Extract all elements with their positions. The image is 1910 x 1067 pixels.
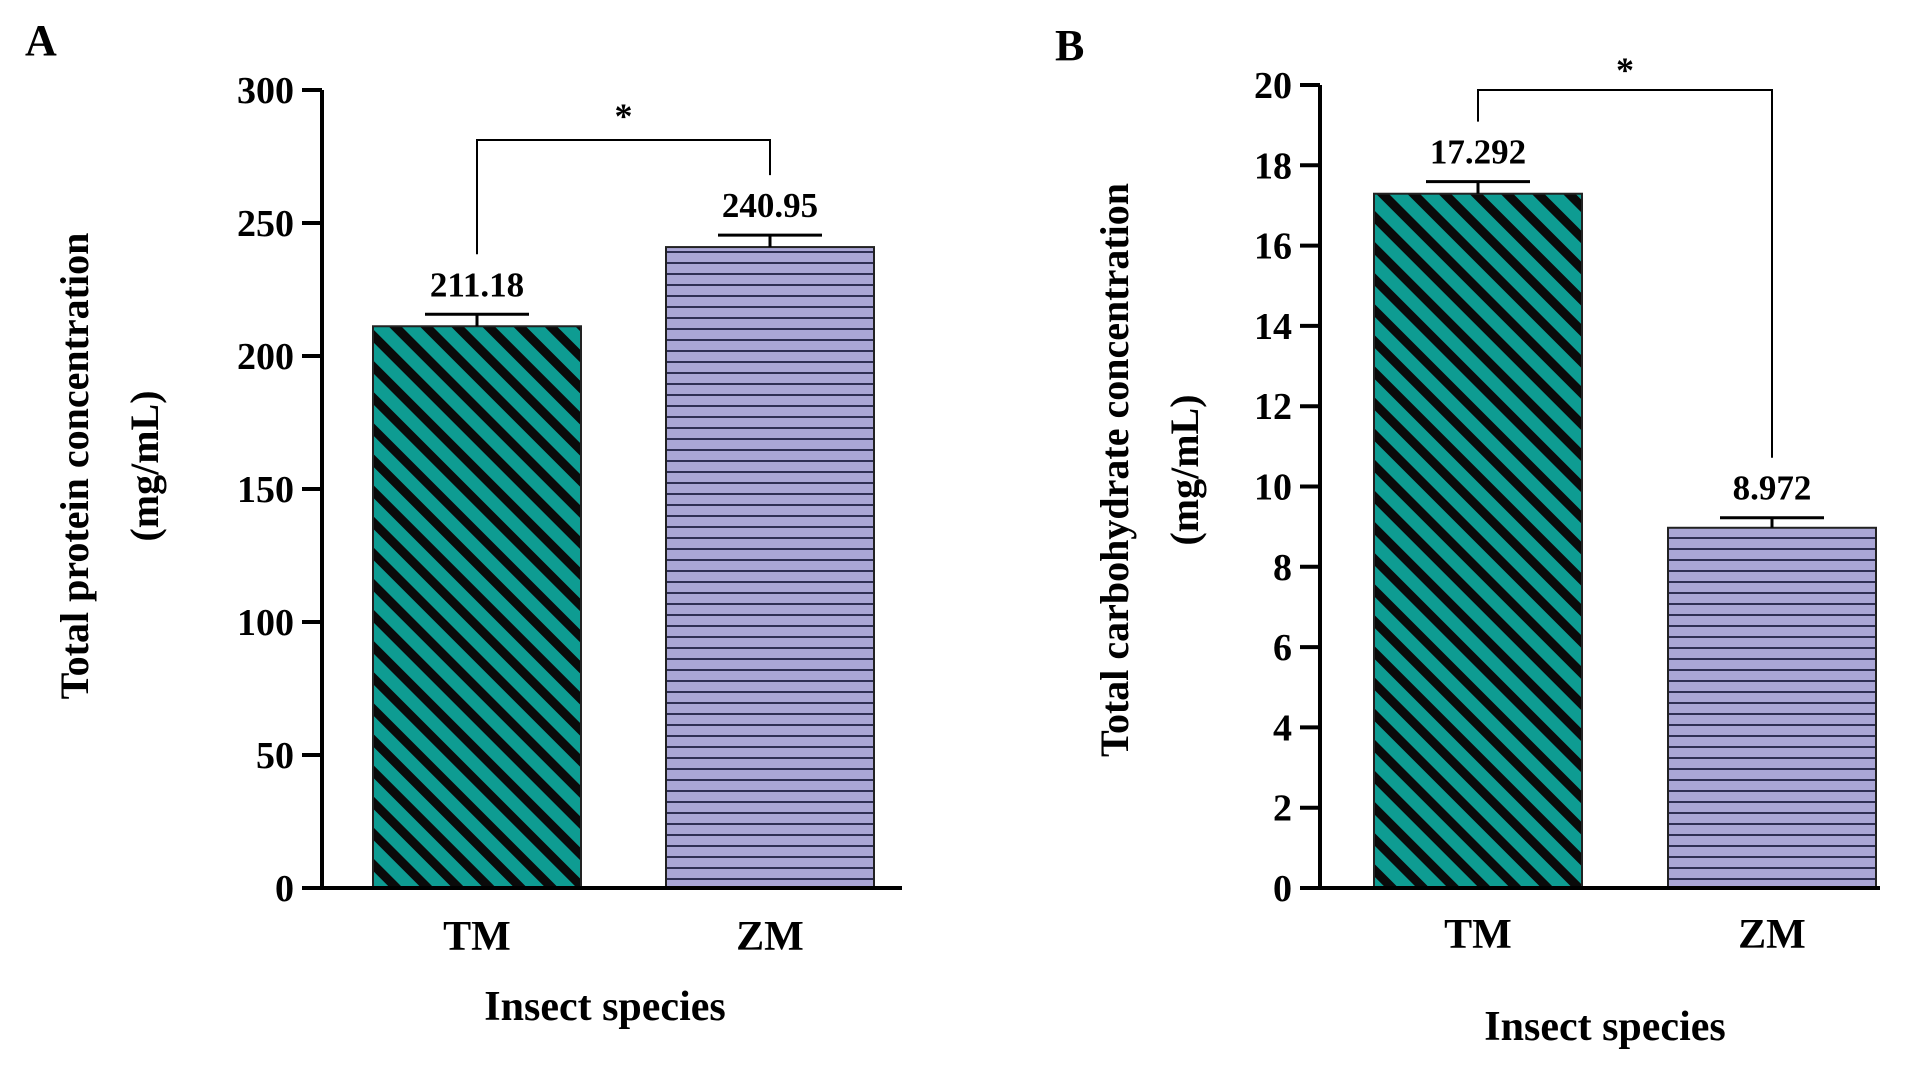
y-tick-label: 2	[1273, 788, 1292, 830]
plot-area: 211.18 TM 240.95 ZM * 0 50 100 150 200 250 300	[237, 70, 902, 960]
significance-marker: *	[615, 96, 633, 136]
panel-a: A 211.18 TM 240.95 ZM * 0 50 100 150 200 250 300 In…	[25, 16, 902, 1030]
y-tick-label: 100	[237, 602, 294, 644]
x-axis-label: Insect species	[1484, 1004, 1725, 1050]
y-tick-label: 12	[1254, 386, 1292, 428]
data-label: 17.292	[1430, 133, 1526, 172]
x-tick-label: TM	[443, 914, 511, 960]
panel-letter: B	[1055, 21, 1084, 70]
y-tick-label: 14	[1254, 306, 1292, 348]
y-tick-label: 50	[256, 735, 294, 777]
y-axis-label-unit: (mg/mL)	[122, 390, 167, 541]
significance-bracket	[1477, 89, 1773, 458]
y-tick-label: 4	[1273, 707, 1292, 749]
y-tick-label: 18	[1254, 145, 1292, 187]
y-tick-label: 300	[237, 70, 294, 112]
y-axis-label-unit: (mg/mL)	[1162, 394, 1207, 545]
x-tick-label: ZM	[736, 914, 804, 960]
y-tick-label: 150	[237, 469, 294, 511]
y-tick-label: 0	[1273, 868, 1292, 910]
x-tick-label: TM	[1444, 912, 1512, 958]
y-tick-label: 6	[1273, 627, 1292, 669]
y-tick-label: 250	[237, 203, 294, 245]
panel-letter: A	[25, 16, 57, 65]
bar-zm	[665, 246, 875, 889]
y-tick-label: 20	[1254, 65, 1292, 107]
bar-zm	[1667, 526, 1877, 889]
y-tick-label: 16	[1254, 226, 1292, 268]
data-label: 211.18	[430, 265, 524, 304]
y-axis-label: Total carbohydrate concentration	[1092, 183, 1137, 757]
panel-b: B 17.292 TM 8.972 ZM * 0 2 4 6 8 10 12 14 16 18 20 Inse…	[1055, 21, 1880, 1050]
data-label: 8.972	[1733, 469, 1812, 508]
y-tick-label: 200	[237, 336, 294, 378]
y-tick-label: 8	[1273, 547, 1292, 589]
x-axis-label: Insect species	[484, 984, 725, 1030]
bar-tm	[372, 325, 582, 889]
y-tick-label: 0	[275, 868, 294, 910]
y-axis-label: Total protein concentration	[52, 233, 97, 700]
significance-bracket	[476, 139, 771, 255]
bar-tm	[1373, 192, 1583, 889]
x-tick-label: ZM	[1738, 912, 1806, 958]
significance-marker: *	[1616, 50, 1634, 90]
data-label: 240.95	[722, 186, 818, 225]
y-tick-label: 10	[1254, 467, 1292, 509]
plot-area: 17.292 TM 8.972 ZM * 0 2 4 6 8 10 12 14 16 18 20	[1254, 50, 1880, 958]
